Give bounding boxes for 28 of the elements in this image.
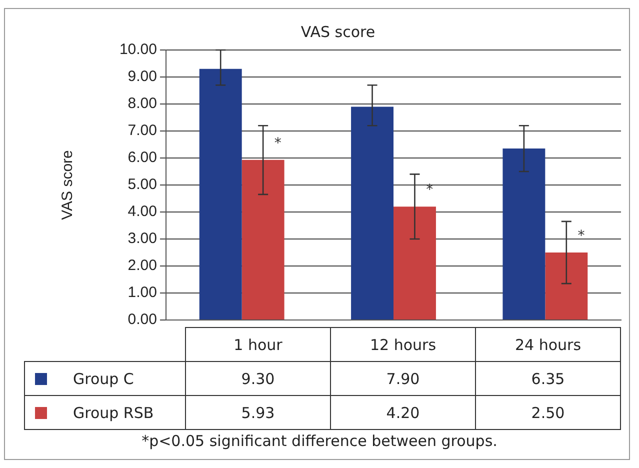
data-label: 5.93 xyxy=(186,396,330,430)
data-label: 9.30 xyxy=(186,362,330,396)
y-tick-label: 0.00 xyxy=(128,311,157,328)
data-label: 6.35 xyxy=(476,362,620,396)
y-tick-label: 4.00 xyxy=(128,203,157,220)
annotation: * xyxy=(426,182,434,198)
legend-label: Group C xyxy=(24,362,186,396)
chart-title: VAS score xyxy=(300,22,376,41)
y-tick-label: 6.00 xyxy=(128,149,157,166)
y-axis-title: VAS score xyxy=(59,150,76,220)
annotation: * xyxy=(274,136,282,152)
y-tick-label: 1.00 xyxy=(128,284,157,302)
text: *p<0.05 significant difference between groups. xyxy=(140,432,498,450)
x-tick-label: 24 hours xyxy=(476,328,620,362)
y-tick-label: 3.00 xyxy=(128,230,157,248)
y-tick-label: 2.00 xyxy=(128,257,157,274)
data-label: 7.90 xyxy=(330,362,476,396)
legend-label: Group RSB xyxy=(24,396,186,430)
data-label: 4.20 xyxy=(330,396,476,430)
y-tick-label: 10.00 xyxy=(119,41,157,58)
x-tick-label: 1 hour xyxy=(186,328,330,362)
y-tick-label: 5.00 xyxy=(128,176,157,194)
x-tick-label: 12 hours xyxy=(330,328,476,362)
y-tick-label: 7.00 xyxy=(128,122,157,140)
data-label: 2.50 xyxy=(476,396,620,430)
y-tick-label: 9.00 xyxy=(128,68,157,86)
annotation: * xyxy=(578,228,585,244)
y-tick-label: 8.00 xyxy=(128,95,157,112)
